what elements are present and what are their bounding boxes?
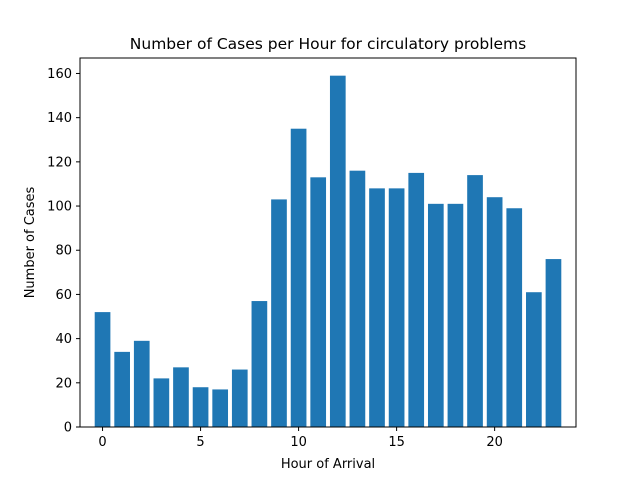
bar-hour-8 [251,301,268,427]
y-tick-label: 0 [64,421,72,436]
y-tick-label: 20 [55,376,72,391]
bar-hour-21 [506,208,523,427]
bar-hour-7 [231,369,248,427]
x-tick-label: 10 [290,435,307,450]
x-axis-ticks: 0 5 10 15 20 [98,427,503,450]
plot-frame [79,57,577,428]
y-tick-label: 160 [47,67,72,82]
chart-title: Number of Cases per Hour for circulatory… [130,35,526,53]
bar-hour-15 [388,188,405,427]
y-tick-label: 60 [55,288,72,303]
x-tick-label: 0 [98,435,106,450]
bar-hour-3 [153,378,170,427]
y-axis-ticks: 0 20 40 60 80 100 120 140 160 [47,67,80,436]
bar-hour-22 [526,292,542,427]
bar-hour-9 [271,199,287,427]
bar-hour-16 [408,172,425,427]
x-tick-label: 20 [486,435,503,450]
bar-hour-14 [369,188,385,427]
bar-hour-10 [290,128,307,427]
y-axis-label: Number of Cases [23,186,38,298]
bar-hour-17 [427,203,444,427]
x-axis-label: Hour of Arrival [281,457,375,472]
bar-hour-5 [192,387,209,427]
bar-hour-11 [310,177,327,427]
bar-hour-23 [545,259,562,427]
bar-hour-13 [349,170,366,427]
x-tick-label: 5 [196,435,204,450]
bar-hour-20 [486,197,503,427]
bar-hour-12 [329,75,346,428]
bar-hour-2 [133,340,150,427]
y-tick-label: 80 [55,244,72,259]
y-tick-label: 40 [55,332,72,347]
x-tick-label: 15 [388,435,405,450]
bar-hour-19 [467,175,483,427]
bar-hour-1 [114,351,130,427]
y-tick-label: 100 [47,200,72,215]
bar-hour-0 [94,312,111,427]
bar-hour-6 [212,389,229,427]
bar-hour-4 [173,367,189,427]
y-tick-label: 120 [47,155,72,170]
bar-hour-18 [447,203,464,427]
y-tick-label: 140 [47,111,72,126]
bars-group [94,75,562,428]
